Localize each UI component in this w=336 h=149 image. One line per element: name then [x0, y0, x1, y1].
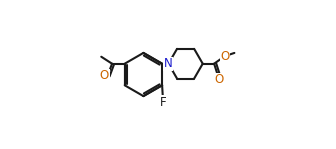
Text: O: O — [220, 50, 229, 63]
Text: O: O — [100, 69, 109, 82]
Text: F: F — [160, 96, 166, 109]
Text: N: N — [164, 57, 173, 70]
Text: O: O — [214, 73, 223, 86]
